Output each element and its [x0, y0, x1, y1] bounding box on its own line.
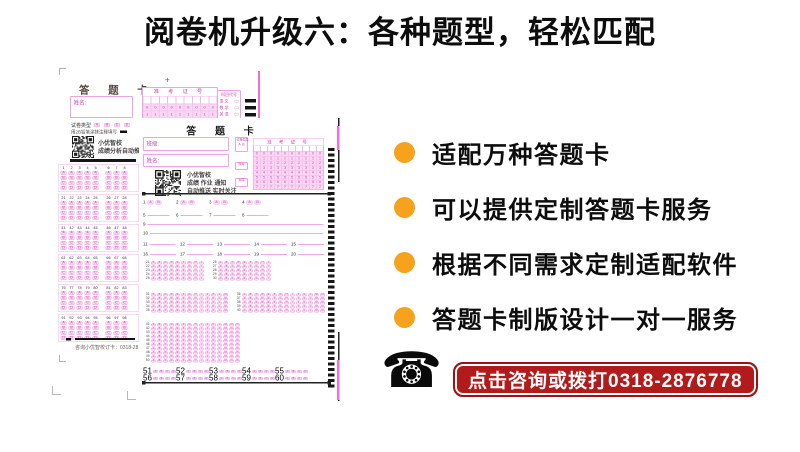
- long-line-item: 10: [143, 231, 324, 236]
- contact-row: ☎ 点击咨询或拨打0318-2876778: [381, 342, 791, 404]
- timing-marks-back: [245, 99, 256, 124]
- edge-line-back: [258, 71, 260, 119]
- bottom-bubble-row: 56 A B C D 57 A B C D 58 A B C D 59 A B C D 60 A B C D: [143, 374, 308, 383]
- feature-label: 适配万种答题卡: [432, 142, 611, 169]
- feature-item: 可以提供定制答题卡服务: [394, 192, 738, 224]
- edge-line-front-top-pink: [337, 126, 340, 150]
- absent-box: 缺考: [235, 162, 248, 170]
- long-line-item: 9: [143, 222, 324, 227]
- front-name-label: 姓名:: [146, 158, 160, 164]
- back-name-label: 姓名:: [73, 100, 87, 106]
- registration-mark: [127, 391, 136, 400]
- feature-item: 根据不同需求定制适配软件: [394, 247, 738, 279]
- section-divider: [142, 381, 331, 385]
- feature-label: 可以提供定制答题卡服务: [432, 197, 713, 224]
- paper-type-box-label: 试卷类型: [236, 138, 249, 142]
- front-sheet-title: 答 题 卡: [186, 126, 262, 137]
- back-qr-caption: 小优智校 成绩分析自动推送: [98, 139, 147, 155]
- bullet-dot-icon: [394, 142, 415, 163]
- bullet-dot-icon: [394, 252, 415, 273]
- bottom-bubble-row: 51 A B C D 52 A B C D 53 A B C D 54 A B C D 55 A B C D: [143, 367, 308, 376]
- pencil-note-row: 用2B铅笔涂抹注释填写: [71, 129, 128, 136]
- barcode-box-label: 条码: [238, 179, 245, 182]
- page-title: 阅卷机升级六：各种题型，轻松匹配: [144, 15, 656, 50]
- consult-banner[interactable]: 点击咨询或拨打0318-2876778: [453, 362, 758, 397]
- feature-list: 适配万种答题卡 可以提供定制答题卡服务 根据不同需求定制适配软件 答题卡制版设计…: [394, 137, 738, 334]
- registration-mark: [59, 355, 66, 362]
- feature-label: 答题卡制版设计一对一服务: [432, 307, 738, 334]
- telephone-icon: ☎: [381, 342, 443, 399]
- fill-sample-mark: [120, 130, 128, 133]
- consult-banner-text: 点击咨询或拨打0318-2876778: [468, 371, 743, 392]
- plus-registration-mark: +: [165, 76, 170, 85]
- back-sheet-title: 答 题 卡: [79, 84, 156, 96]
- timing-marks-front: [328, 148, 335, 390]
- bullet-dot-icon: [394, 197, 415, 218]
- front-exam-number-header: 准 考 证 号: [267, 139, 310, 145]
- bubble-grid: 21 A B C D E F G H I 22 A B C D E F G H I 23 A B C D E F G H I 24 A B C D E…: [143, 261, 271, 281]
- front-exam-number-entry-cells: [253, 145, 324, 152]
- absent-box-label: 缺考: [238, 163, 245, 166]
- registration-mark: [59, 68, 66, 75]
- feature-label: 根据不同需求定制适配软件: [432, 252, 738, 279]
- bubble-grid: 41 A B C D E F G H I J K L M N O 42 A B C D E F G H I J K L M N O 43 A B C D…: [145, 322, 240, 363]
- blank-items-row: 11 12 13 14 15: [143, 242, 328, 247]
- bullet-dot-icon: [394, 307, 415, 328]
- back-footer-note: 咨询小优智校订卡：0318-28: [75, 345, 139, 351]
- front-qr-caption: 小优智校 成绩 作业 通知 自动推送 实时关注: [187, 171, 237, 195]
- back-name-field-box: 姓名:: [70, 96, 133, 118]
- edge-line-front-bottom-pink: [337, 360, 340, 400]
- feature-item: 答题卡制版设计一对一服务: [394, 302, 738, 334]
- class-field-box: 班级:: [143, 137, 229, 151]
- feature-item: 适配万种答题卡: [394, 137, 738, 169]
- subject-code-header: 科目代号: [221, 92, 237, 98]
- class-label: 班级:: [146, 141, 160, 147]
- back-exam-number-header: 准 考 证 号: [153, 89, 207, 95]
- pencil-note-label: 用2B铅笔涂抹注释填写: [71, 129, 118, 135]
- registration-mark: [52, 386, 61, 395]
- section-divider: [142, 192, 331, 196]
- qr-code: [72, 136, 94, 158]
- paper-type-label: 试卷类型: [71, 123, 91, 129]
- edge-line-front-top: [338, 118, 340, 182]
- bubble-grid: 31 A B C D E F G H I J K L M 32 A B C D E F G H I J K L M 33 A B C D E F G H…: [145, 292, 325, 313]
- qr-code: [155, 170, 181, 196]
- barcode-box: 条码: [235, 178, 248, 187]
- black-bar: [66, 338, 71, 341]
- subject-code-rows: 语 文数 学英 语: [220, 99, 239, 118]
- back-exam-number-entry-cells: [143, 96, 217, 104]
- front-name-field-box: 姓名:: [143, 154, 229, 167]
- blank-items-row: 16 17 18 19 20: [143, 252, 328, 257]
- black-bar: [70, 159, 136, 162]
- subject-code-box: 科目代号 语 文数 学英 语: [217, 90, 241, 119]
- black-bar: [75, 338, 135, 340]
